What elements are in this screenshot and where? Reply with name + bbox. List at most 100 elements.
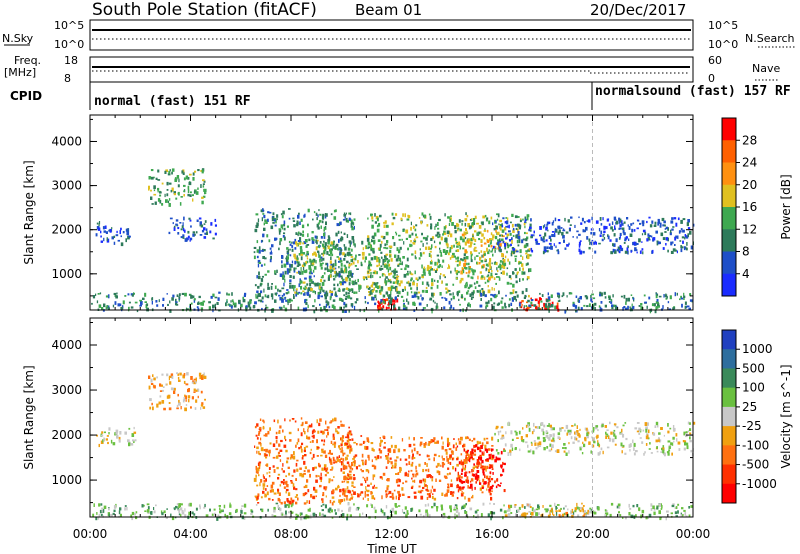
echo-cell — [354, 454, 358, 457]
echo-cell — [619, 235, 621, 239]
echo-cell — [478, 441, 481, 444]
echo-cell — [175, 301, 178, 304]
echo-cell — [372, 474, 376, 478]
echo-cell — [329, 260, 332, 264]
echo-cell — [561, 427, 564, 429]
echo-cell — [538, 512, 540, 515]
echo-cell — [465, 514, 468, 518]
echo-cell — [397, 484, 400, 487]
echo-cell — [193, 299, 196, 303]
echo-cell — [443, 475, 447, 478]
echo-cell — [456, 504, 458, 509]
echo-cell — [579, 250, 583, 255]
echo-cell — [355, 291, 358, 294]
echo-cell — [187, 185, 190, 190]
echo-cell — [479, 256, 481, 261]
echo-cell — [442, 249, 446, 253]
echo-cell — [320, 295, 323, 298]
echo-cell — [418, 302, 422, 306]
echo-cell — [461, 258, 464, 262]
echo-cell — [226, 292, 228, 296]
echo-cell — [343, 306, 345, 309]
echo-cell — [482, 264, 485, 268]
echo-cell — [488, 466, 491, 469]
colorbar-tick-label: 8 — [742, 245, 750, 259]
echo-cell — [274, 270, 276, 274]
echo-cell — [621, 450, 623, 454]
echo-cell — [557, 436, 560, 439]
echo-cell — [323, 240, 325, 243]
echo-cell — [495, 262, 498, 266]
echo-cell — [510, 430, 513, 435]
echo-cell — [658, 241, 661, 245]
echo-cell — [304, 431, 306, 435]
echo-cell — [265, 221, 268, 224]
echo-cell — [546, 425, 550, 427]
echo-cell — [140, 301, 143, 305]
colorbar-tick-label: 1000 — [742, 342, 773, 356]
echo-cell — [571, 511, 574, 514]
echo-cell — [204, 188, 207, 193]
echo-cell — [439, 250, 442, 254]
echo-cell — [511, 297, 514, 300]
echo-cell — [373, 255, 377, 260]
echo-cell — [337, 289, 340, 292]
echo-cell — [447, 235, 449, 237]
echo-cell — [268, 239, 271, 243]
echo-cell — [333, 441, 337, 445]
echo-cell — [189, 173, 192, 176]
echo-cell — [656, 299, 659, 302]
echo-cell — [474, 465, 478, 468]
echo-cell — [635, 450, 638, 453]
echo-cell — [214, 303, 216, 308]
echo-cell — [343, 294, 346, 297]
echo-cell — [254, 425, 257, 429]
echo-cell — [294, 255, 296, 260]
echo-cell — [438, 471, 441, 476]
cpid-mode-1: normal (fast) 151 RF — [94, 94, 251, 109]
echo-cell — [177, 232, 180, 235]
echo-cell — [548, 423, 550, 427]
echo-cell — [344, 442, 347, 445]
echo-cell — [454, 225, 457, 230]
echo-cell — [405, 264, 407, 268]
echo-cell — [616, 505, 619, 509]
echo-cell — [523, 512, 526, 515]
echo-cell — [579, 506, 582, 510]
echo-cell — [431, 506, 434, 509]
echo-cell — [655, 292, 657, 295]
echo-cell — [345, 291, 348, 295]
echo-cell — [347, 220, 349, 223]
echo-cell — [195, 389, 198, 392]
echo-cell — [491, 436, 494, 441]
echo-cell — [508, 303, 511, 308]
echo-cell — [293, 286, 295, 291]
echo-cell — [329, 469, 333, 471]
echo-cell — [433, 240, 436, 244]
echo-cell — [341, 513, 345, 516]
echo-cell — [658, 510, 661, 515]
echo-cell — [356, 493, 359, 495]
echo-cell — [278, 492, 281, 496]
echo-cell — [437, 227, 440, 230]
echo-cell — [306, 292, 310, 296]
echo-cell — [458, 476, 461, 480]
colorbar-tick-label: 24 — [742, 156, 757, 170]
echo-cell — [263, 420, 265, 424]
echo-cell — [503, 489, 506, 493]
echo-cell — [525, 288, 528, 292]
cpid-panel: CPID normal (fast) 151 RF normalsound (f… — [10, 82, 791, 110]
echo-cell — [326, 292, 329, 297]
echo-cell — [271, 283, 273, 285]
echo-cell — [306, 260, 309, 264]
echo-cell — [293, 253, 296, 258]
echo-cell — [490, 464, 492, 467]
echo-cell — [291, 418, 295, 420]
echo-cell — [105, 295, 109, 298]
echo-cell — [501, 229, 505, 233]
echo-cell — [395, 233, 398, 236]
colorbar-tick-label: -100 — [742, 438, 769, 452]
echo-cell — [308, 500, 311, 504]
echo-cell — [665, 237, 669, 241]
echo-cell — [638, 238, 641, 243]
